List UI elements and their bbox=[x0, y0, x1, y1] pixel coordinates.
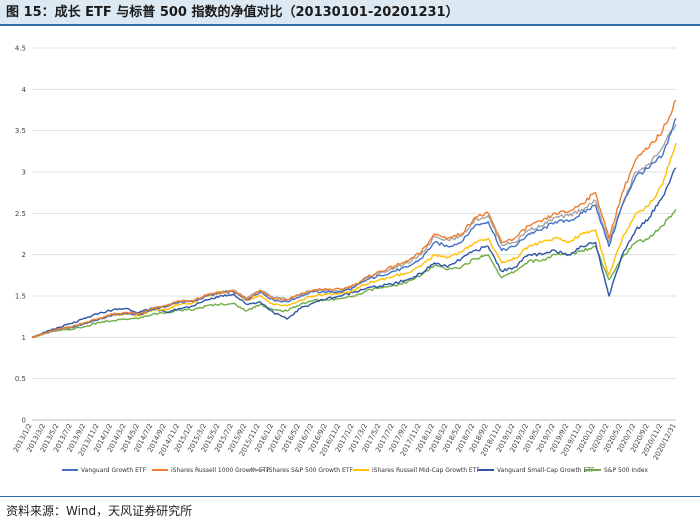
y-tick-label: 3 bbox=[22, 169, 26, 177]
footer-divider bbox=[0, 496, 700, 497]
x-axis-ticks: 2013/1/22013/3/22013/5/22013/7/22013/9/2… bbox=[12, 422, 678, 461]
legend-label: S&P 500 Index bbox=[604, 467, 648, 474]
legend-label: Vanguard Growth ETF bbox=[81, 467, 147, 474]
legend-label: iShares S&P 500 Growth ETF bbox=[267, 467, 353, 474]
legend-label: iShares Russell 1000 Growth ETF bbox=[171, 467, 270, 474]
series-line bbox=[31, 142, 677, 338]
y-tick-label: 0.5 bbox=[15, 375, 26, 383]
legend-label: iShares Russell Mid-Cap Growth ETF bbox=[372, 467, 480, 474]
series-lines bbox=[31, 99, 677, 339]
series-line bbox=[31, 99, 677, 339]
legend: Vanguard Growth ETF iShares Russell 1000 … bbox=[62, 467, 648, 474]
series-line bbox=[31, 208, 677, 338]
y-tick-label: 0 bbox=[22, 417, 26, 425]
y-tick-label: 1.5 bbox=[15, 293, 26, 301]
y-tick-label: 2 bbox=[22, 251, 26, 259]
y-axis-ticks: 0 0.5 1 1.5 2 2.5 3 3.5 4 4.5 bbox=[15, 45, 27, 425]
y-tick-label: 1 bbox=[22, 334, 26, 342]
figure-title: 图 15：成长 ETF 与标普 500 指数的净值对比（20130101-202… bbox=[0, 0, 700, 26]
source-note: 资料来源：Wind，天风证券研究所 bbox=[6, 504, 193, 518]
y-tick-label: 4.5 bbox=[15, 45, 26, 53]
y-tick-label: 2.5 bbox=[15, 210, 26, 218]
series-line bbox=[31, 167, 677, 338]
line-chart: 0 0.5 1 1.5 2 2.5 3 3.5 4 4.5 2013/1/22013/3/2201… bbox=[12, 45, 678, 475]
y-tick-label: 3.5 bbox=[15, 127, 26, 135]
series-line bbox=[31, 117, 677, 338]
series-line bbox=[31, 123, 677, 338]
y-tick-label: 4 bbox=[22, 86, 27, 94]
gridlines bbox=[32, 47, 676, 421]
legend-label: Vanguard Small-Cap Growth ETF bbox=[497, 467, 595, 474]
